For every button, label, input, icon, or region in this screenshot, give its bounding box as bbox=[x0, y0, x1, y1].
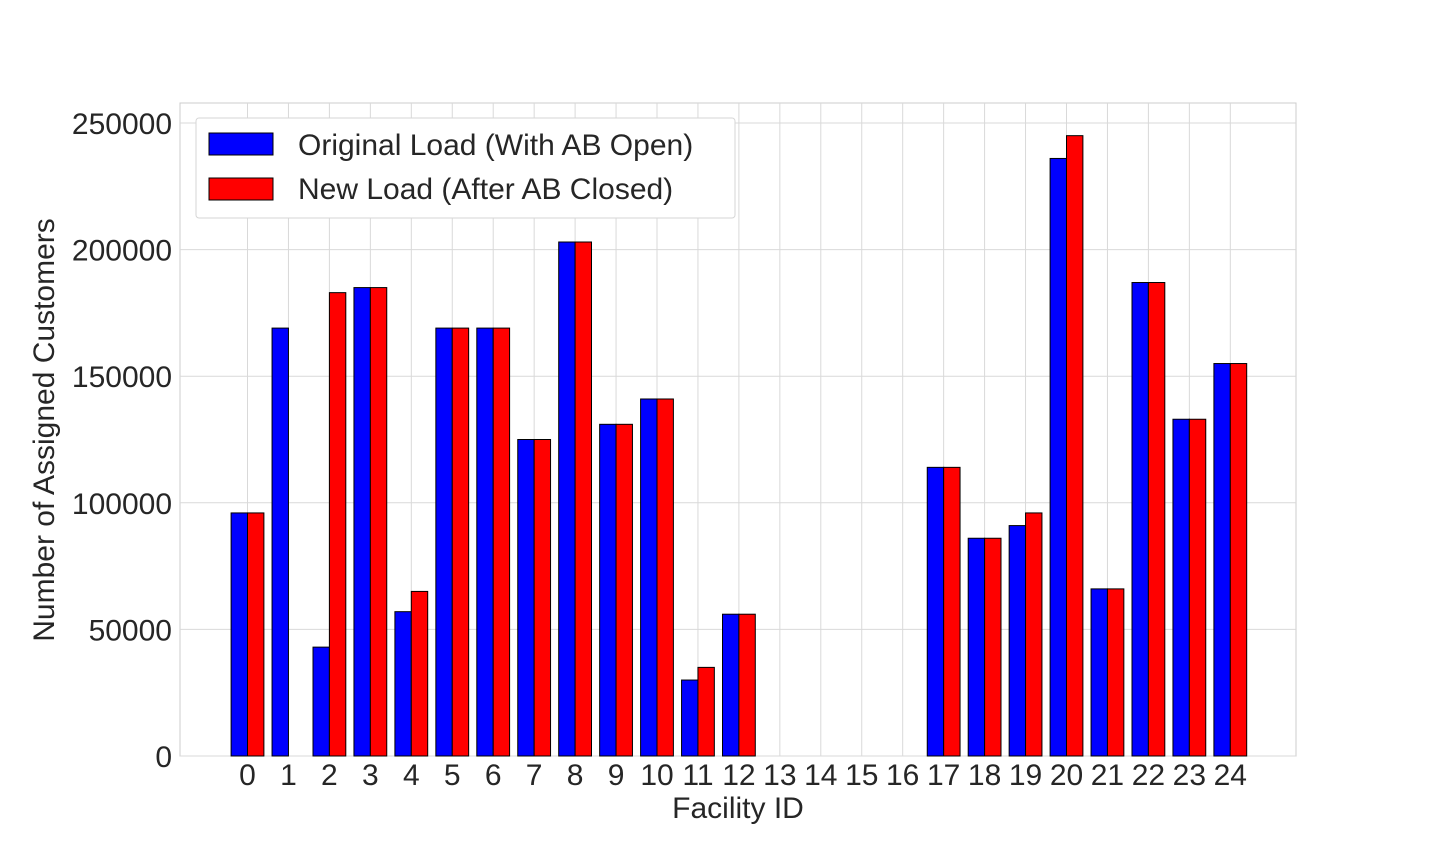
x-tick-label: 14 bbox=[804, 759, 837, 792]
x-tick-label: 3 bbox=[362, 759, 379, 792]
x-tick-label: 13 bbox=[763, 759, 796, 792]
bar-original-11 bbox=[681, 679, 699, 757]
x-tick-label: 20 bbox=[1050, 759, 1083, 792]
bar-new-4 bbox=[410, 590, 429, 757]
x-tick-label: 4 bbox=[403, 759, 420, 792]
x-tick-labels: 0 1 2 3 4 5 6 7 8 9 10 11 12 13 14 15 16 17 18 19 20 21 22 23 24 bbox=[239, 759, 1247, 792]
bar-original-6 bbox=[476, 327, 494, 757]
bar-original-24 bbox=[1213, 363, 1231, 757]
y-tick-label: 0 bbox=[155, 741, 172, 774]
bar-new-6 bbox=[492, 327, 511, 757]
x-tick-label: 0 bbox=[239, 759, 256, 792]
y-tick-label: 50000 bbox=[89, 614, 172, 647]
bar-original-0 bbox=[230, 512, 249, 757]
x-tick-label: 16 bbox=[886, 759, 919, 792]
y-tick-label: 200000 bbox=[72, 235, 172, 268]
bar-new-8 bbox=[574, 241, 592, 757]
x-tick-label: 21 bbox=[1091, 759, 1124, 792]
bar-original-21 bbox=[1090, 588, 1108, 757]
x-tick-label: 8 bbox=[567, 759, 584, 792]
x-tick-label: 2 bbox=[321, 759, 338, 792]
x-tick-label: 6 bbox=[485, 759, 502, 792]
bar-new-24 bbox=[1229, 363, 1248, 757]
legend-swatch-new bbox=[208, 177, 274, 201]
bar-new-0 bbox=[247, 512, 265, 757]
x-tick-label: 5 bbox=[444, 759, 461, 792]
bar-new-2 bbox=[328, 292, 347, 757]
x-tick-label: 23 bbox=[1173, 759, 1206, 792]
x-tick-label: 10 bbox=[640, 759, 673, 792]
x-tick-label: 17 bbox=[927, 759, 960, 792]
x-tick-label: 11 bbox=[682, 759, 713, 792]
bar-new-17 bbox=[943, 466, 961, 757]
bar-original-3 bbox=[353, 287, 371, 757]
y-axis-label: Number of Assigned Customers bbox=[28, 218, 61, 642]
legend-label-new: New Load (After AB Closed) bbox=[298, 173, 673, 206]
bar-original-1 bbox=[271, 327, 289, 757]
legend: Original Load (With AB Open) New Load (A… bbox=[195, 117, 736, 219]
bar-original-17 bbox=[926, 466, 945, 757]
bar-new-5 bbox=[451, 327, 470, 757]
x-tick-label: 7 bbox=[526, 759, 543, 792]
bar-new-7 bbox=[533, 439, 552, 757]
x-axis-label: Facility ID bbox=[672, 792, 804, 825]
bar-new-19 bbox=[1025, 512, 1043, 757]
bar-original-9 bbox=[599, 423, 617, 757]
x-tick-label: 19 bbox=[1009, 759, 1042, 792]
bar-original-20 bbox=[1049, 157, 1067, 757]
bar-new-11 bbox=[697, 666, 715, 757]
legend-label-original: Original Load (With AB Open) bbox=[298, 129, 693, 162]
y-tick-label: 150000 bbox=[72, 361, 172, 394]
x-tick-label: 24 bbox=[1214, 759, 1247, 792]
x-tick-label: 12 bbox=[722, 759, 755, 792]
bar-original-4 bbox=[394, 611, 412, 757]
y-tick-label: 250000 bbox=[72, 108, 172, 141]
bar-new-18 bbox=[984, 537, 1002, 757]
bar-new-9 bbox=[615, 423, 633, 757]
bar-new-3 bbox=[369, 287, 388, 757]
bar-original-23 bbox=[1172, 418, 1190, 757]
bar-original-7 bbox=[517, 439, 535, 757]
bar-original-8 bbox=[558, 241, 576, 757]
x-tick-label: 9 bbox=[608, 759, 625, 792]
x-tick-label: 18 bbox=[968, 759, 1001, 792]
legend-swatch-original bbox=[208, 132, 274, 156]
bar-original-10 bbox=[640, 398, 658, 757]
bars bbox=[230, 135, 1248, 757]
bar-new-21 bbox=[1106, 588, 1125, 757]
y-tick-label: 100000 bbox=[72, 488, 172, 521]
bar-new-10 bbox=[656, 398, 674, 757]
y-tick-labels: 0 50000 100000 150000 200000 250000 bbox=[72, 108, 172, 774]
bar-new-20 bbox=[1066, 135, 1084, 757]
bar-original-19 bbox=[1008, 525, 1027, 757]
bar-new-22 bbox=[1147, 282, 1166, 757]
x-tick-label: 22 bbox=[1132, 759, 1165, 792]
bar-new-23 bbox=[1188, 418, 1207, 757]
bar-original-2 bbox=[312, 646, 330, 757]
bar-original-18 bbox=[967, 537, 986, 757]
bar-original-5 bbox=[435, 327, 453, 757]
bar-new-12 bbox=[738, 613, 756, 757]
bar-original-12 bbox=[722, 613, 740, 757]
legend-box bbox=[195, 117, 736, 219]
bar-original-22 bbox=[1131, 282, 1149, 757]
x-tick-label: 15 bbox=[845, 759, 878, 792]
x-tick-label: 1 bbox=[280, 759, 297, 792]
